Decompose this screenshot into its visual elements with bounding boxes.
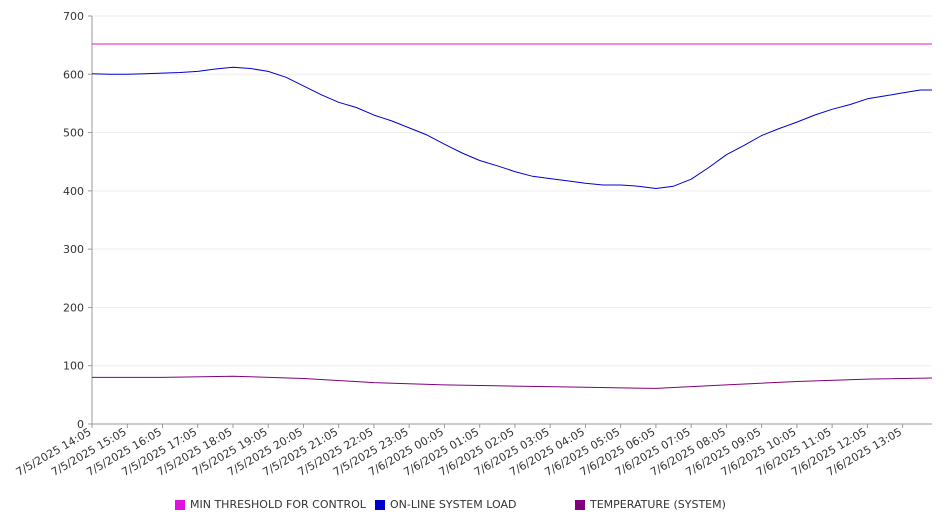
y-tick-label: 100 <box>63 360 84 373</box>
legend-label-temperature: TEMPERATURE (SYSTEM) <box>590 498 726 511</box>
y-tick-label: 500 <box>63 127 84 140</box>
legend-item-temperature: TEMPERATURE (SYSTEM) <box>575 498 726 511</box>
legend-swatch-threshold <box>175 499 185 510</box>
legend-label-load: ON-LINE SYSTEM LOAD <box>390 498 517 511</box>
legend-swatch-load <box>375 499 385 510</box>
legend-swatch-temperature <box>575 499 585 510</box>
y-tick-label: 200 <box>63 301 84 314</box>
legend-item-threshold: MIN THRESHOLD FOR CONTROL <box>175 498 366 511</box>
x-tick-labels: 7/5/2025 14:057/5/2025 15:057/5/2025 16:… <box>14 424 904 479</box>
y-tick-label: 600 <box>63 68 84 81</box>
y-tick-label: 700 <box>63 10 84 23</box>
legend-label-threshold: MIN THRESHOLD FOR CONTROL <box>190 498 366 511</box>
axes <box>91 16 932 425</box>
legend-item-load: ON-LINE SYSTEM LOAD <box>375 498 516 511</box>
y-tick-labels: 0 100 200 300 400 500 600 700 <box>63 10 92 431</box>
series-lines <box>91 43 933 389</box>
y-tick-label: 300 <box>63 243 84 256</box>
y-tick-label: 400 <box>63 185 84 198</box>
gridlines <box>92 15 932 425</box>
y-tick-label: 0 <box>77 418 84 431</box>
temperature-line <box>92 375 933 389</box>
legend: MIN THRESHOLD FOR CONTROL ON-LINE SYSTEM… <box>0 498 946 514</box>
system-load-line <box>91 66 932 189</box>
